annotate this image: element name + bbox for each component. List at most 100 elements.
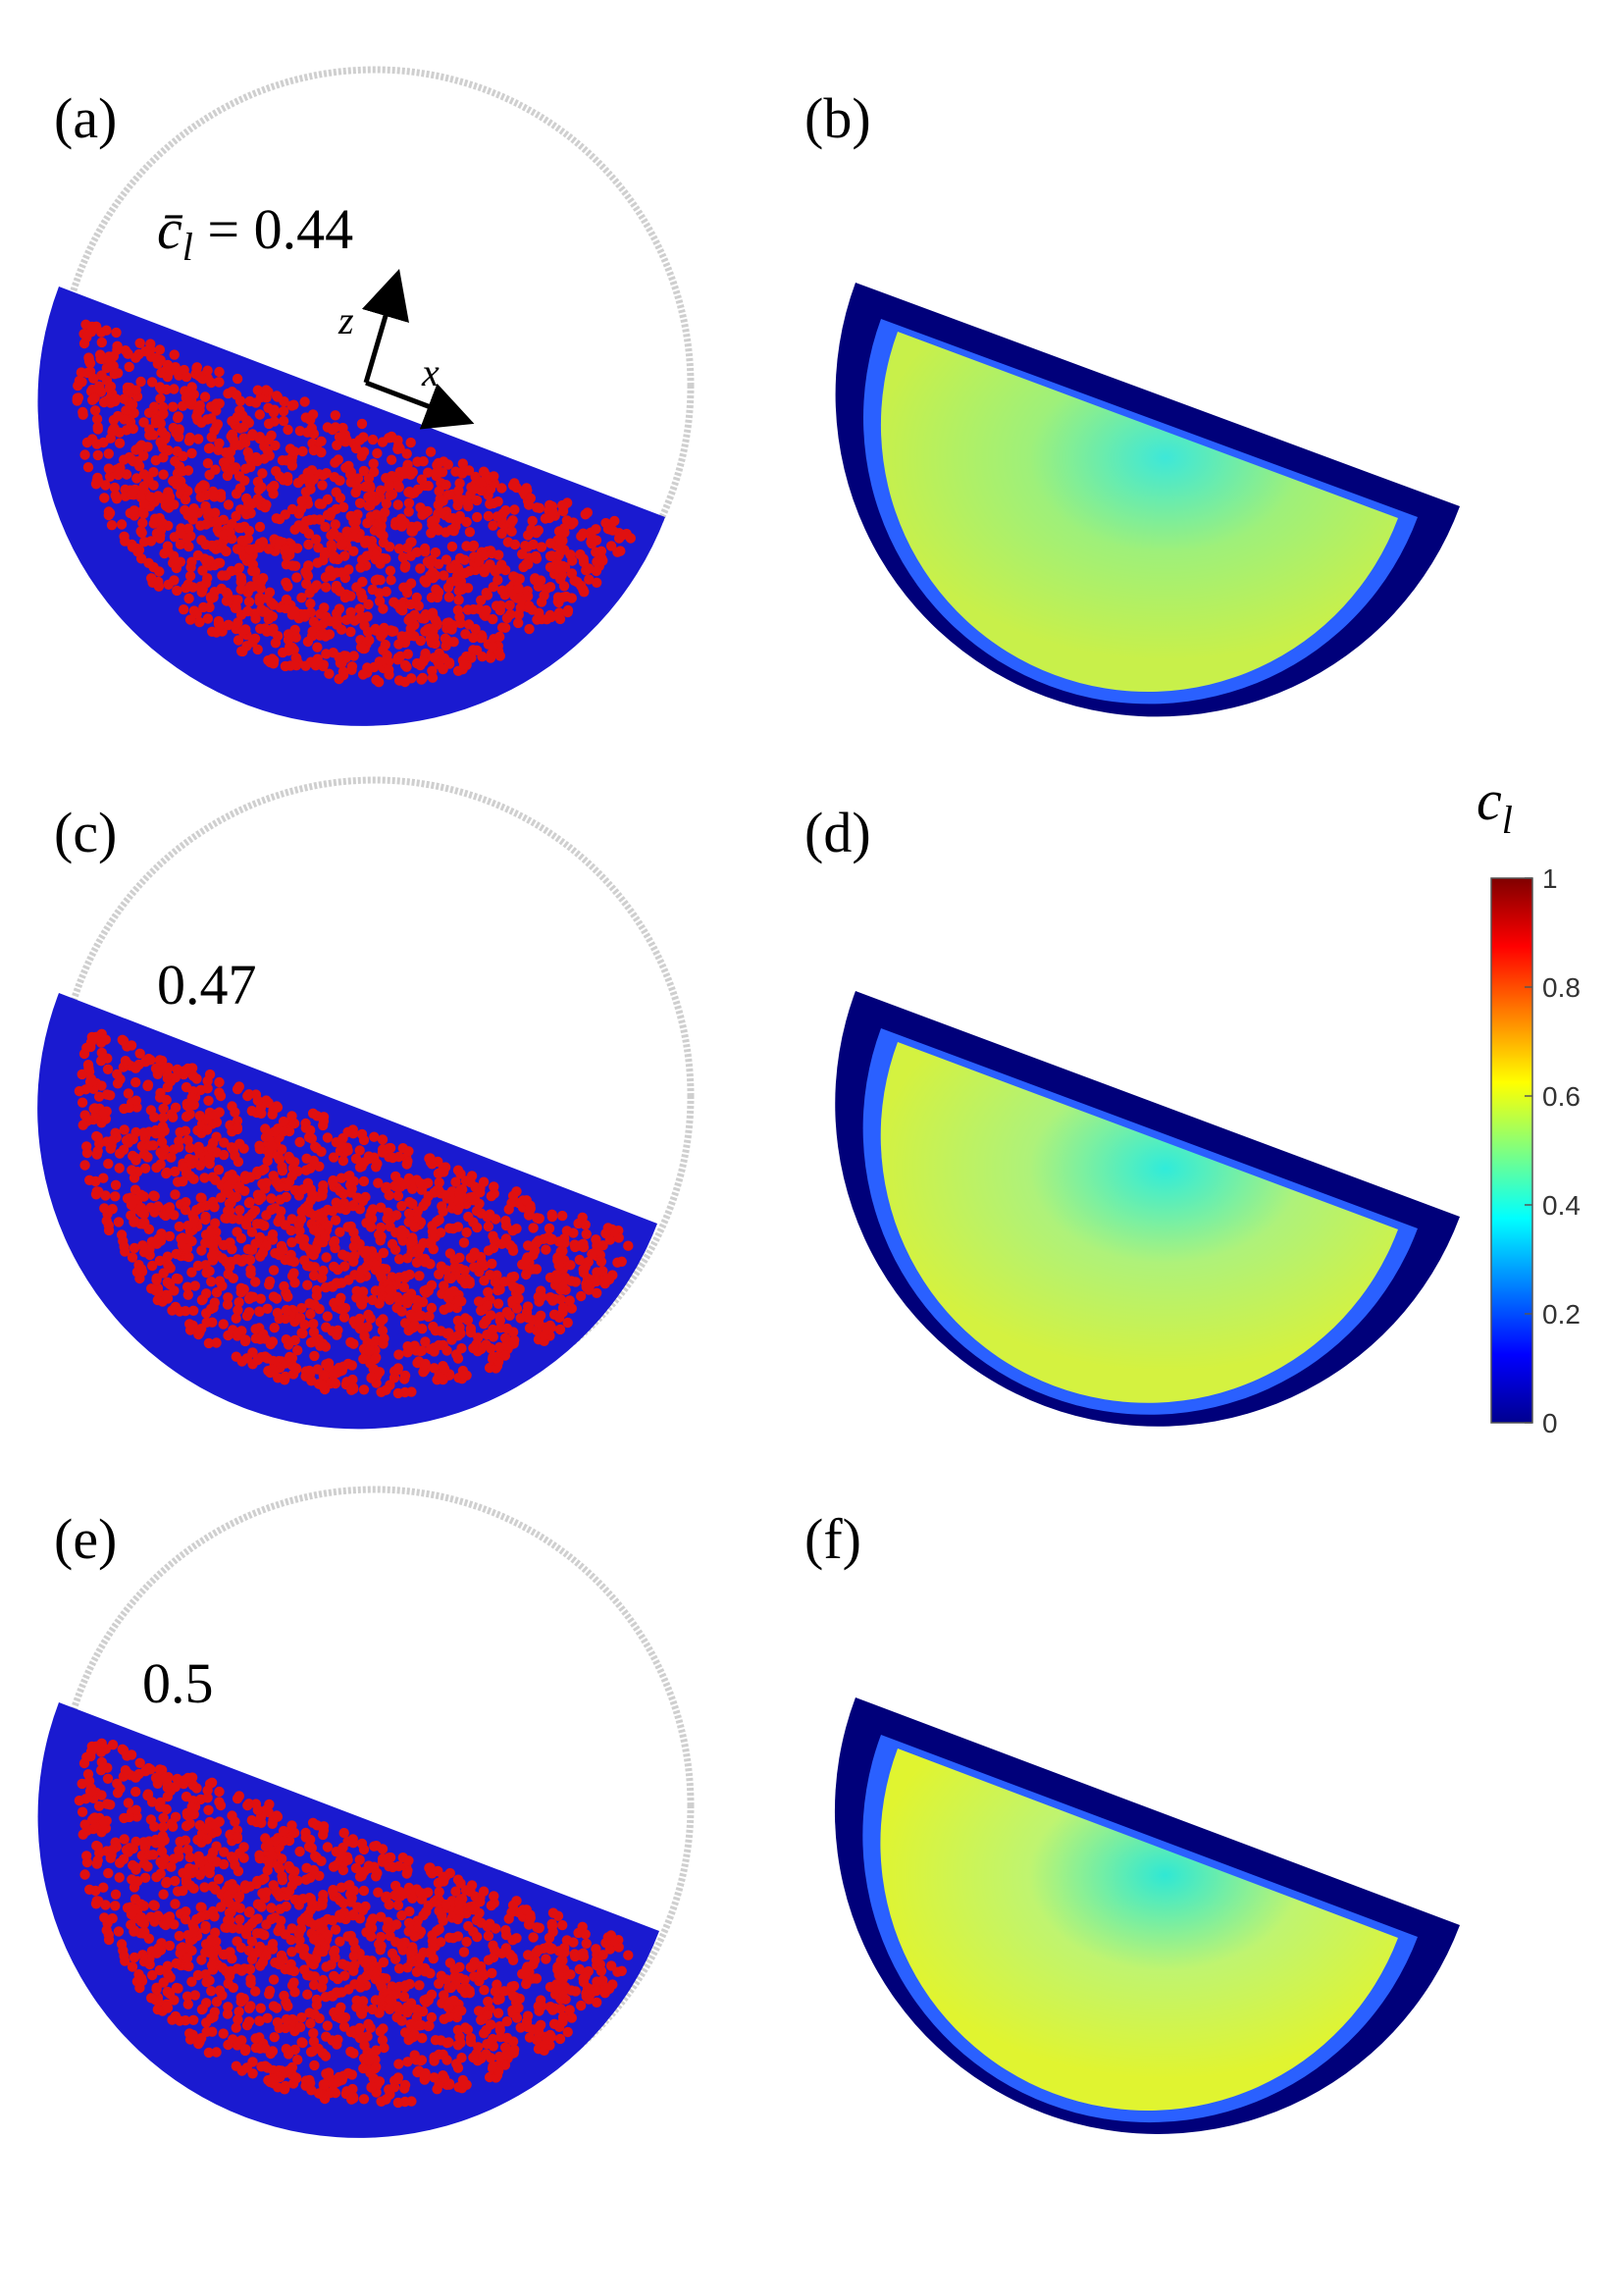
large-particle xyxy=(308,1327,320,1337)
large-particle xyxy=(257,1888,268,1899)
large-particle xyxy=(178,1161,188,1173)
large-particle xyxy=(277,1875,288,1886)
large-particle xyxy=(568,517,579,528)
large-particle xyxy=(238,433,249,444)
large-particle xyxy=(578,556,590,568)
large-particle xyxy=(296,1915,307,1926)
large-particle xyxy=(100,1190,111,1201)
large-particle xyxy=(169,1210,180,1221)
large-particle xyxy=(92,1841,103,1852)
large-particle xyxy=(129,1217,139,1227)
large-particle xyxy=(378,603,389,614)
large-particle xyxy=(370,1995,382,2006)
large-particle xyxy=(564,2005,575,2015)
large-particle xyxy=(127,1874,137,1885)
large-particle xyxy=(489,1891,499,1902)
large-particle xyxy=(120,1246,130,1257)
large-particle xyxy=(546,1211,558,1223)
large-particle xyxy=(291,572,302,583)
large-particle xyxy=(200,500,211,512)
large-particle xyxy=(360,481,371,493)
large-particle xyxy=(320,2051,332,2061)
large-particle xyxy=(207,2026,218,2037)
panel-a: (a) c̄l = 0.44 z x xyxy=(37,66,695,726)
large-particle xyxy=(151,1984,162,1995)
large-particle xyxy=(315,630,326,641)
large-particle xyxy=(314,2012,325,2024)
large-particle xyxy=(476,2014,487,2025)
large-particle xyxy=(399,562,410,573)
large-particle xyxy=(210,1218,221,1228)
large-particle xyxy=(182,579,193,590)
large-particle xyxy=(210,1819,221,1831)
large-particle xyxy=(392,480,404,491)
colorbar-tick-label: 1 xyxy=(1542,863,1558,894)
large-particle xyxy=(346,661,358,672)
large-particle xyxy=(214,1786,225,1798)
large-particle xyxy=(150,414,161,426)
large-particle xyxy=(458,659,470,670)
large-particle xyxy=(152,1294,163,1306)
large-particle xyxy=(221,546,232,557)
large-particle xyxy=(318,470,329,481)
large-particle xyxy=(365,1222,377,1232)
large-particle xyxy=(305,2018,316,2029)
large-particle xyxy=(119,393,130,404)
large-particle xyxy=(181,1281,193,1292)
large-particle xyxy=(483,1221,494,1232)
large-particle xyxy=(289,524,300,535)
large-particle xyxy=(423,481,434,492)
large-particle xyxy=(84,1174,95,1186)
large-particle xyxy=(262,1303,273,1315)
large-particle xyxy=(232,1831,242,1843)
large-particle xyxy=(171,1982,182,1994)
large-particle xyxy=(124,361,134,373)
large-particle xyxy=(254,1143,266,1155)
large-particle xyxy=(255,1293,266,1304)
large-particle xyxy=(539,590,549,601)
large-particle xyxy=(127,1252,138,1263)
large-particle xyxy=(438,1374,448,1385)
large-particle xyxy=(506,1272,517,1282)
large-particle xyxy=(423,1191,434,1202)
large-particle xyxy=(337,1851,347,1862)
large-particle xyxy=(188,1305,199,1317)
large-particle xyxy=(322,1204,334,1216)
large-particle xyxy=(186,1976,197,1987)
large-particle xyxy=(259,1873,270,1884)
large-particle xyxy=(196,1955,207,1965)
large-particle xyxy=(232,1254,243,1265)
large-particle xyxy=(148,1900,159,1910)
large-particle xyxy=(193,371,205,382)
large-particle xyxy=(135,1973,147,1984)
large-particle xyxy=(358,1384,370,1395)
large-particle xyxy=(294,1136,305,1148)
large-particle xyxy=(513,583,524,594)
large-particle xyxy=(553,1969,564,1981)
large-particle xyxy=(554,613,566,625)
large-particle xyxy=(499,622,511,633)
large-particle xyxy=(351,1292,362,1303)
large-particle xyxy=(151,1948,163,1958)
large-particle xyxy=(260,2061,271,2071)
large-particle xyxy=(138,1127,149,1138)
large-particle xyxy=(232,411,242,423)
large-particle xyxy=(518,486,529,496)
large-particle xyxy=(239,1185,250,1197)
large-particle xyxy=(441,480,451,491)
large-particle xyxy=(158,1103,169,1115)
large-particle xyxy=(139,1163,151,1174)
large-particle xyxy=(171,1957,181,1969)
large-particle xyxy=(379,2042,389,2054)
large-particle xyxy=(93,1091,105,1102)
large-particle xyxy=(170,1875,181,1887)
large-particle xyxy=(257,468,268,479)
large-particle xyxy=(376,1202,387,1213)
large-particle xyxy=(597,555,608,566)
large-particle xyxy=(501,2016,512,2027)
large-particle xyxy=(182,510,193,521)
large-particle xyxy=(452,494,463,505)
large-particle xyxy=(553,1236,565,1247)
large-particle xyxy=(392,1900,404,1911)
large-particle xyxy=(309,1350,320,1362)
